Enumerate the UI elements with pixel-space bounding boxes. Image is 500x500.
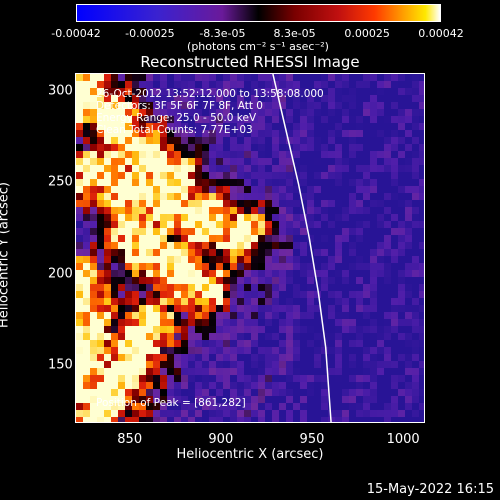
heatmap-plot-area: 26-Oct-2012 13:52:12.000 to 13:58:08.000…: [75, 73, 425, 423]
annotation-time-range: 26-Oct-2012 13:52:12.000 to 13:58:08.000: [96, 88, 324, 100]
y-tick-label: 300: [48, 83, 73, 99]
colorbar-unit-label: (photons cm⁻² s⁻¹ asec⁻²): [187, 40, 329, 53]
colorbar-tick-label: 0.00042: [418, 27, 464, 40]
y-axis-label: Heliocentric Y (arcsec): [0, 182, 12, 328]
colorbar: [76, 4, 441, 22]
annotation-method: Clean Total Counts: 7.77E+03: [96, 124, 253, 136]
y-tick-label: 150: [48, 357, 73, 373]
colorbar-tick-label: 0.00025: [344, 27, 390, 40]
y-tick-label: 250: [48, 174, 73, 190]
annotation-detectors: Detectors: 3F 5F 6F 7F 8F, Att 0: [96, 100, 263, 112]
y-tick-label: 200: [48, 266, 73, 282]
solar-limb-line: [272, 74, 332, 422]
x-axis-label: Heliocentric X (arcsec): [176, 447, 324, 462]
x-tick-label: 850: [117, 432, 143, 447]
colorbar-tick-label: -0.00025: [125, 27, 175, 40]
x-tick-label: 950: [299, 432, 325, 447]
colorbar-tick-label: -0.00042: [51, 27, 101, 40]
annotation-energy: Energy Range: 25.0 - 50.0 keV: [96, 112, 257, 124]
heatmap-cells: [76, 74, 424, 422]
colorbar-tick-label: -8.3e-05: [199, 27, 246, 40]
annotation-peak-position: Position of Peak = [861,282]: [96, 397, 246, 409]
heatmap-image: [76, 74, 424, 422]
x-tick-label: 1000: [386, 432, 420, 447]
footer-date: 15-May-2022 16:15: [366, 482, 494, 497]
colorbar-tick-label: 8.3e-05: [273, 27, 316, 40]
x-tick-label: 900: [208, 432, 234, 447]
chart-title: Reconstructed RHESSI Image: [140, 53, 360, 71]
